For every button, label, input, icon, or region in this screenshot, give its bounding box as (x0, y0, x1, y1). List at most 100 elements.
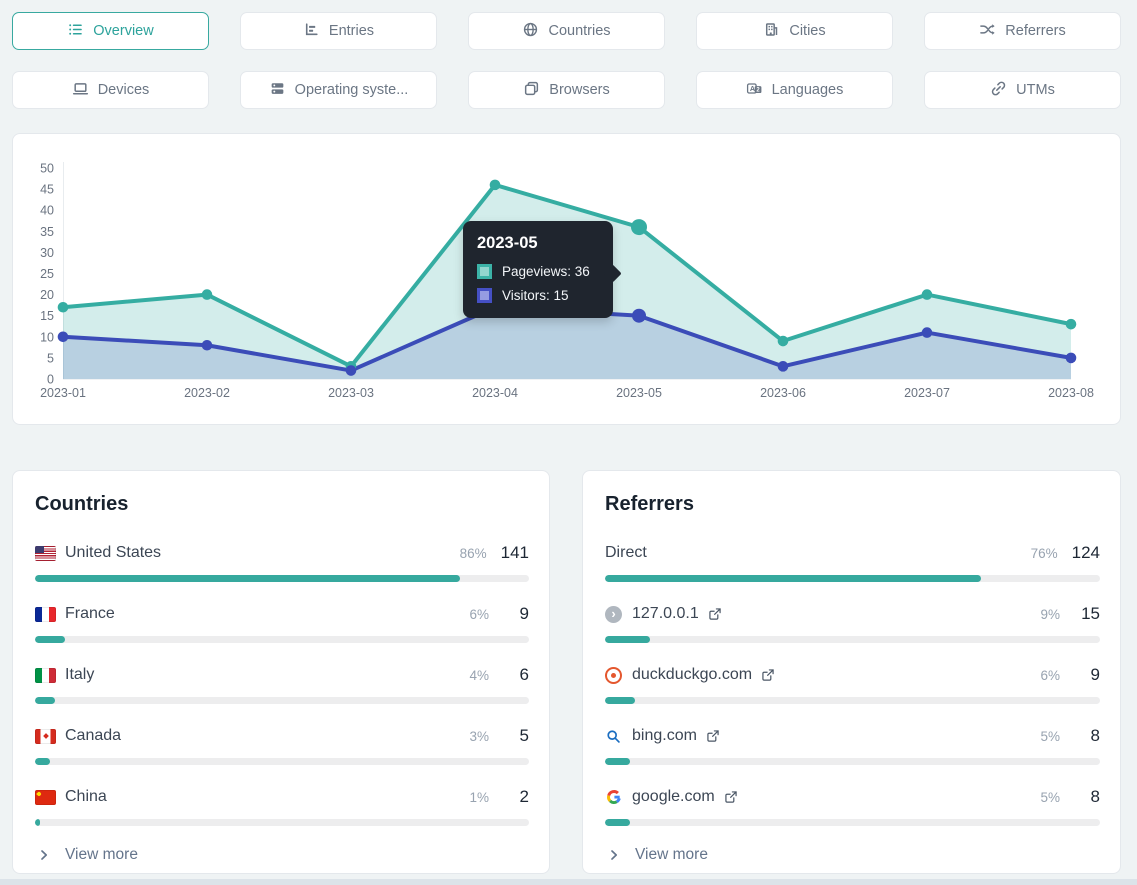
svg-text:2023-02: 2023-02 (184, 386, 230, 400)
report-tabs: Overview Entries Countries Cities Referr… (12, 12, 1121, 109)
progress-fill (35, 758, 50, 765)
progress-fill (35, 636, 65, 643)
pageviews-swatch-icon (477, 264, 492, 279)
count-value: 141 (500, 543, 529, 562)
tab-entries[interactable]: Entries (240, 12, 437, 50)
referrers-card-title: Referrers (605, 493, 694, 515)
table-row: 127.0.0.1 9% 15 (605, 602, 1100, 643)
external-link-icon[interactable] (724, 790, 738, 804)
progress-track (605, 636, 1100, 643)
table-row: France 6% 9 (35, 602, 529, 643)
country-label: United States (65, 544, 162, 561)
external-link-icon[interactable] (708, 607, 722, 621)
table-row: bing.com 5% 8 (605, 724, 1100, 765)
percent-value: 1% (469, 789, 489, 805)
count-value: 124 (1071, 543, 1100, 562)
count-value: 5 (519, 726, 529, 745)
duckduckgo-favicon (605, 666, 622, 684)
table-row: Italy 4% 6 (35, 663, 529, 704)
building-icon (763, 21, 780, 42)
tab-countries[interactable]: Countries (468, 12, 665, 50)
bing-favicon (605, 728, 622, 745)
percent-value: 5% (1040, 789, 1060, 805)
tab-label: Devices (97, 82, 150, 98)
tooltip-pageviews-value: Pageviews: 36 (502, 264, 590, 279)
svg-text:2023-07: 2023-07 (904, 386, 950, 400)
svg-text:50: 50 (40, 162, 54, 176)
svg-text:A: A (749, 84, 755, 93)
countries-view-more-link[interactable]: View more (35, 846, 529, 864)
laptop-icon (72, 80, 89, 101)
traffic-chart-card: 0 5 10 15 20 25 30 35 40 45 50 2023-01 2023-02 2023-0… (12, 133, 1121, 425)
table-row: duckduckgo.com 6% 9 (605, 663, 1100, 704)
count-value: 9 (1090, 665, 1100, 684)
referrer-label: google.com (632, 788, 715, 805)
tab-label: Entries (328, 23, 375, 39)
svg-text:0: 0 (47, 373, 54, 387)
external-link-icon[interactable] (706, 729, 720, 743)
percent-value: 6% (469, 606, 489, 622)
progress-track (605, 819, 1100, 826)
tab-referrers[interactable]: Referrers (924, 12, 1121, 50)
bar-chart-icon (303, 21, 320, 42)
svg-text:2023-05: 2023-05 (616, 386, 662, 400)
svg-text:5: 5 (47, 351, 54, 365)
countries-card-title: Countries (35, 493, 129, 515)
progress-fill (35, 575, 460, 582)
tab-label: Referrers (1005, 23, 1066, 39)
progress-track (35, 636, 529, 643)
count-value: 8 (1090, 787, 1100, 806)
progress-track (605, 697, 1100, 704)
svg-text:45: 45 (40, 183, 54, 197)
referrers-view-more-link[interactable]: View more (605, 846, 1100, 864)
progress-track (605, 575, 1100, 582)
country-label: China (65, 788, 107, 805)
tab-browsers[interactable]: Browsers (468, 71, 665, 109)
progress-fill (605, 697, 635, 704)
tab-label: Countries (548, 23, 611, 39)
referrer-label: 127.0.0.1 (632, 605, 699, 622)
svg-text:25: 25 (40, 267, 54, 281)
svg-text:30: 30 (40, 246, 54, 260)
table-row: Direct 76% 124 (605, 541, 1100, 582)
referrer-label: Direct (605, 544, 647, 561)
windows-icon (523, 80, 540, 101)
tab-overview[interactable]: Overview (12, 12, 209, 50)
tab-label: Languages (771, 82, 844, 98)
external-link-icon[interactable] (761, 668, 775, 682)
progress-fill (605, 758, 630, 765)
svg-text:2023-03: 2023-03 (328, 386, 374, 400)
tab-devices[interactable]: Devices (12, 71, 209, 109)
cn-flag-icon (35, 789, 56, 805)
country-label: Canada (65, 727, 122, 744)
tab-utms[interactable]: UTMs (924, 71, 1121, 109)
tab-label: Overview (93, 23, 154, 39)
tab-label: Cities (789, 23, 826, 39)
svg-text:2023-04: 2023-04 (472, 386, 518, 400)
tab-cities[interactable]: Cities (696, 12, 893, 50)
percent-value: 76% (1030, 545, 1058, 561)
table-row: China 1% 2 (35, 785, 529, 826)
country-label: France (65, 605, 115, 622)
svg-text:20: 20 (40, 288, 54, 302)
summary-cards: Countries United States 8 6% 141 France 6… (12, 470, 1121, 874)
tab-label: Operating syste... (294, 82, 409, 98)
table-row: google.com 5% 8 (605, 785, 1100, 826)
tab-label: Browsers (549, 82, 610, 98)
tab-label: UTMs (1016, 82, 1055, 98)
tab-operating-systems[interactable]: Operating syste... (240, 71, 437, 109)
view-more-label: View more (65, 846, 138, 863)
tooltip-visitors-value: Visitors: 15 (502, 288, 569, 303)
count-value: 9 (519, 604, 529, 623)
countries-card: Countries United States 86% 141 France 6… (12, 470, 550, 874)
svg-text:2023-08: 2023-08 (1048, 386, 1094, 400)
referrer-label: duckduckgo.com (632, 666, 753, 683)
shuffle-icon (979, 21, 996, 42)
chart-tooltip: 2023-05 Pageviews: 36 Visitors: 15 (463, 221, 622, 318)
percent-value: 3% (469, 728, 489, 744)
progress-fill (605, 636, 650, 643)
percent-value: 9% (1040, 606, 1060, 622)
svg-text:2023-06: 2023-06 (760, 386, 806, 400)
